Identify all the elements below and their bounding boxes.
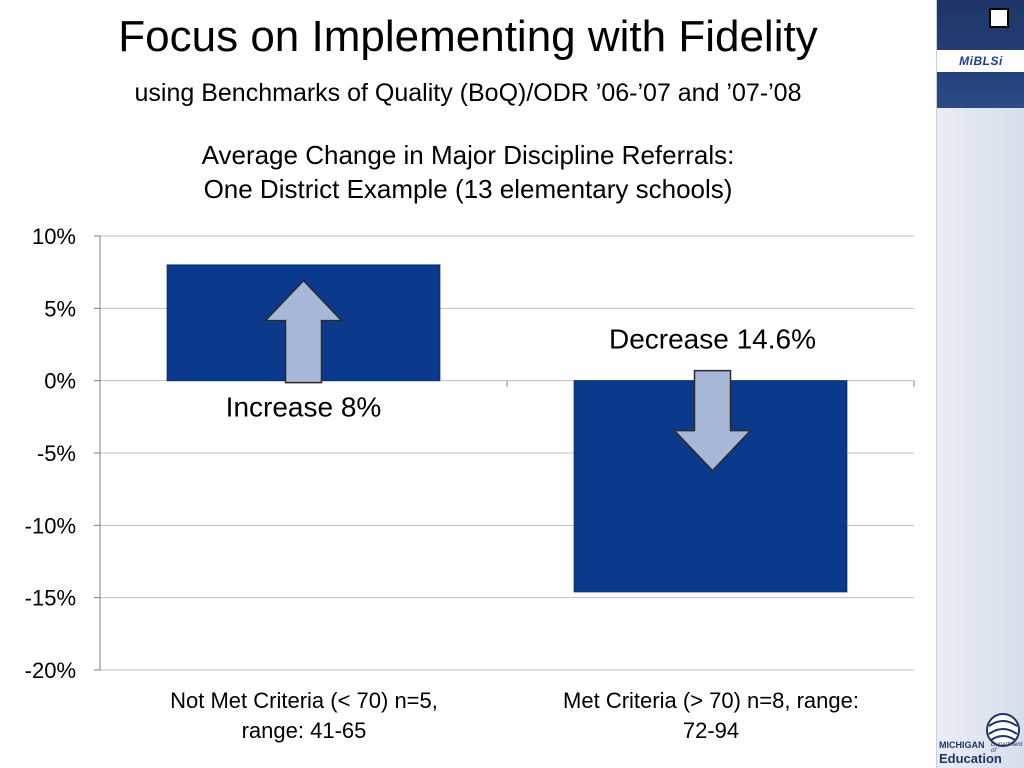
checkbox-icon[interactable] xyxy=(989,8,1009,28)
bar-chart: 10% 5% 0% -5% -10% -15% -20% Increase 8% Decreas… xyxy=(25,224,915,683)
y-tick-label: 10% xyxy=(32,224,76,249)
down-arrow-icon xyxy=(672,369,753,472)
y-tick-label: -10% xyxy=(25,513,76,538)
category-label-met: Met Criteria (> 70) n=8, range: 72-94 xyxy=(563,688,859,743)
y-tick-label: 5% xyxy=(44,296,76,321)
chart-title-line-1: Average Change in Major Discipline Refer… xyxy=(201,140,735,170)
slide-title: Focus on Implementing with Fidelity xyxy=(118,12,818,61)
globe-icon xyxy=(986,713,1020,747)
y-tick-label: -20% xyxy=(25,658,76,683)
michigan-education-logo: MICHIGAN Department of Education xyxy=(937,712,1024,768)
y-tick-label: 0% xyxy=(44,369,76,394)
miblsi-logo: MiBLSi xyxy=(937,50,1024,72)
sidebar-header: MiBLSi xyxy=(937,0,1024,108)
slide-subtitle: using Benchmarks of Quality (BoQ)/ODR ’0… xyxy=(134,79,802,107)
sidebar: MiBLSi MICHIGAN Department of Education xyxy=(936,0,1024,768)
category-label-not-met: Not Met Criteria (< 70) n=5, range: 41-6… xyxy=(170,688,438,743)
annotation-increase: Increase 8% xyxy=(226,392,382,423)
chart-title: Average Change in Major Discipline Refer… xyxy=(0,138,936,206)
y-tick-label: -15% xyxy=(25,586,76,611)
y-tick-label: -5% xyxy=(37,441,76,466)
up-arrow-icon xyxy=(263,279,344,384)
chart-title-line-2: One District Example (13 elementary scho… xyxy=(203,174,733,204)
annotation-decrease: Decrease 14.6% xyxy=(609,324,816,355)
